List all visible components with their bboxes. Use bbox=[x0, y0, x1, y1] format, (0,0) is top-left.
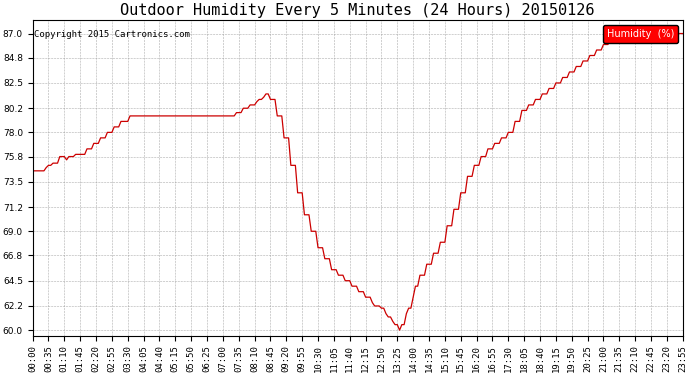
Humidity  (%) bbox=[678, 31, 687, 36]
Title: Outdoor Humidity Every 5 Minutes (24 Hours) 20150126: Outdoor Humidity Every 5 Minutes (24 Hou… bbox=[121, 3, 595, 18]
Humidity  (%) bbox=[588, 53, 596, 58]
Humidity  (%) bbox=[577, 64, 585, 69]
Legend: Humidity  (%): Humidity (%) bbox=[602, 25, 678, 43]
Humidity  (%) bbox=[85, 147, 93, 151]
Humidity  (%) bbox=[357, 290, 365, 294]
Humidity  (%) bbox=[395, 328, 404, 332]
Text: Copyright 2015 Cartronics.com: Copyright 2015 Cartronics.com bbox=[34, 30, 190, 39]
Humidity  (%) bbox=[28, 169, 37, 173]
Line: Humidity  (%): Humidity (%) bbox=[32, 33, 682, 330]
Humidity  (%) bbox=[615, 31, 624, 36]
Humidity  (%) bbox=[604, 42, 612, 47]
Humidity  (%) bbox=[627, 31, 635, 36]
